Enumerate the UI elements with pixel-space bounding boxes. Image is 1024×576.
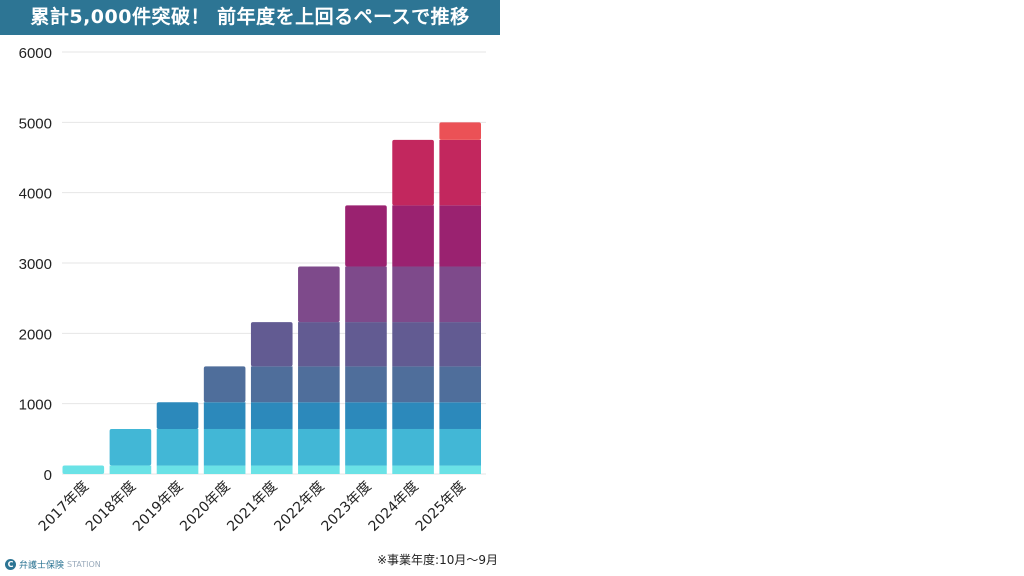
- bar-segment: [345, 266, 387, 323]
- bar-segment: [345, 366, 387, 403]
- bar-segment: [439, 205, 481, 267]
- y-tick-label: 5000: [19, 115, 52, 132]
- logo-suffix: STATION: [67, 560, 101, 569]
- bar-segment: [250, 322, 293, 367]
- y-tick-label: 0: [44, 467, 52, 484]
- y-tick-label: 2000: [19, 326, 52, 343]
- bar-segment: [439, 266, 481, 323]
- bar-2021年度: [250, 322, 293, 474]
- bar-segment: [298, 428, 340, 466]
- bar-segment: [439, 465, 481, 474]
- bar-segment: [392, 139, 434, 206]
- bar-2018年度: [109, 428, 152, 474]
- bar-segment: [250, 366, 293, 403]
- bar-segment: [298, 366, 340, 403]
- bar-segment: [203, 402, 246, 429]
- bar-2023年度: [345, 205, 387, 474]
- x-tick-label: 2024年度: [366, 479, 422, 535]
- bar-segment: [156, 402, 199, 429]
- logo-icon: C: [5, 559, 16, 570]
- x-tick-label: 2020年度: [177, 479, 233, 535]
- bar-segment: [392, 465, 434, 474]
- x-tick-label: 2023年度: [318, 479, 374, 535]
- x-tick-label: 2025年度: [413, 479, 469, 535]
- bar-2024年度: [392, 139, 434, 474]
- bar-segment: [298, 322, 340, 367]
- logo: C 弁護士保険 STATION: [5, 558, 101, 571]
- bar-segment: [439, 366, 481, 403]
- x-tick-label: 2019年度: [130, 479, 186, 535]
- bar-2019年度: [156, 402, 199, 474]
- bar-segment: [345, 465, 387, 474]
- bar-segment: [392, 366, 434, 403]
- bar-segment: [439, 428, 481, 466]
- x-tick-label: 2022年度: [271, 479, 327, 535]
- bar-2017年度: [62, 465, 105, 474]
- bar-segment: [298, 402, 340, 429]
- bar-segment: [392, 402, 434, 429]
- bar-segment: [203, 428, 246, 466]
- y-tick-label: 4000: [19, 186, 52, 203]
- x-tick-label: 2018年度: [83, 479, 139, 535]
- bar-segment: [156, 428, 199, 466]
- bar-segment: [250, 402, 293, 429]
- bar-segment: [345, 402, 387, 429]
- bar-segment: [250, 428, 293, 466]
- bar-2022年度: [298, 266, 340, 474]
- bar-segment: [392, 322, 434, 367]
- bar-segment: [345, 205, 387, 267]
- bar-segment: [392, 428, 434, 466]
- y-tick-label: 3000: [19, 256, 52, 273]
- logo-name: 弁護士保険: [19, 561, 65, 571]
- bar-segment: [345, 322, 387, 367]
- bar-segment: [439, 139, 481, 206]
- bar-segment: [156, 465, 199, 474]
- bar-2020年度: [203, 366, 246, 474]
- x-tick-label: 2017年度: [36, 479, 92, 535]
- bar-segment: [439, 402, 481, 429]
- bar-segment: [439, 322, 481, 367]
- x-tick-label: 2021年度: [224, 479, 280, 535]
- bar-segment: [62, 465, 105, 474]
- bar-segment: [439, 122, 481, 140]
- bar-segment: [109, 428, 152, 466]
- chart-title: 累計5,000件突破！ 前年度を上回るペースで推移: [0, 0, 500, 35]
- bar-segment: [203, 465, 246, 474]
- bar-segment: [250, 465, 293, 474]
- bar-segment: [298, 266, 340, 323]
- y-tick-label: 1000: [19, 397, 52, 414]
- y-tick-label: 6000: [19, 45, 52, 62]
- bar-2025年度: [439, 122, 481, 474]
- bar-segment: [345, 428, 387, 466]
- bar-segment: [392, 205, 434, 267]
- bar-segment: [203, 366, 246, 403]
- bar-segment: [392, 266, 434, 323]
- footnote: ※事業年度:10月〜9月: [376, 553, 498, 567]
- bar-segment: [109, 465, 152, 474]
- bar-segment: [298, 465, 340, 474]
